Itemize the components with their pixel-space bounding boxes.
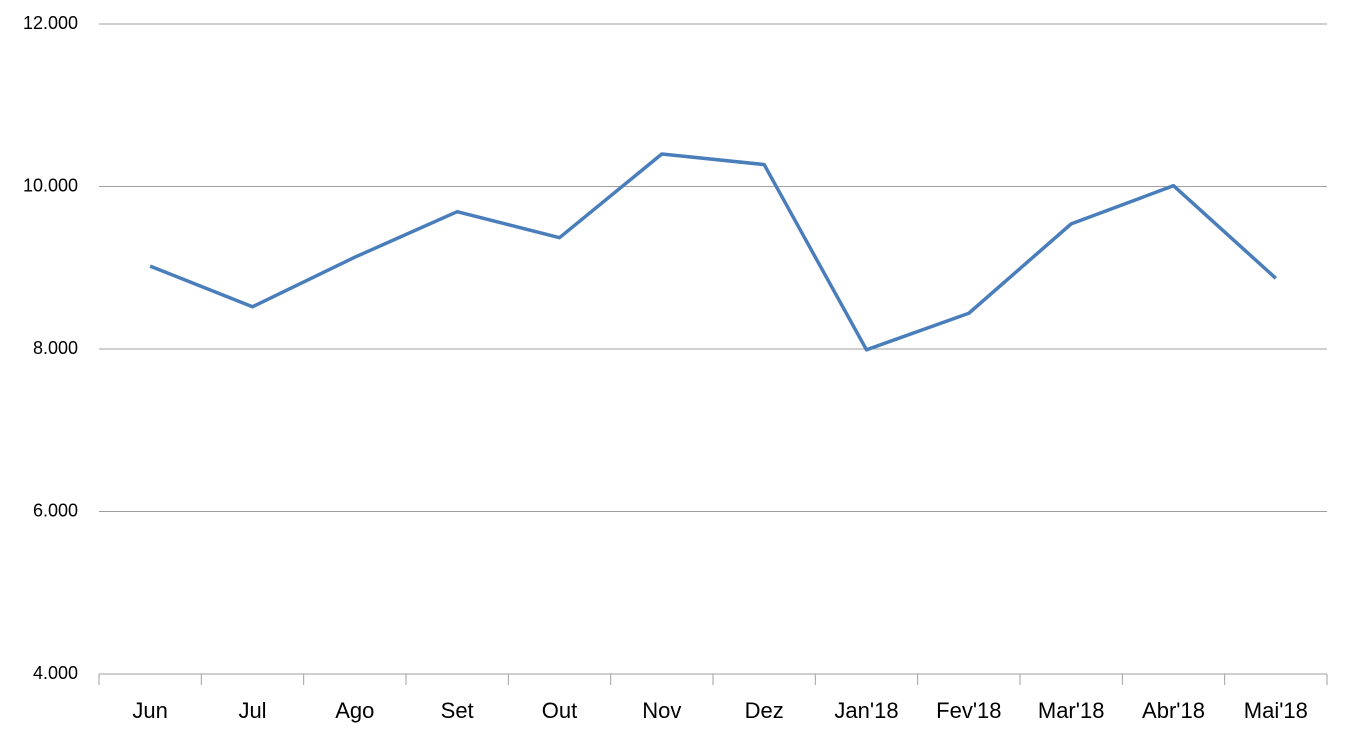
x-tick-label: Set [441,698,474,723]
x-tick-label: Jul [238,698,266,723]
data-line [149,152,1278,352]
x-tick-label: Out [542,698,577,723]
y-tick-label: 6.000 [33,500,78,520]
y-tick-label: 12.000 [23,13,78,33]
x-tick-label: Jun [132,698,167,723]
x-tick-label: Nov [642,698,681,723]
x-tick-label: Dez [745,698,784,723]
y-tick-label: 10.000 [23,175,78,195]
x-tick-label: Fev'18 [936,698,1001,723]
x-tick-label: Jan'18 [834,698,898,723]
x-tick-label: Mar'18 [1038,698,1105,723]
y-tick-label: 8.000 [33,338,78,358]
y-tick-label: 4.000 [33,663,78,683]
x-tick-label: Ago [335,698,374,723]
x-tick-label: Abr'18 [1142,698,1205,723]
x-tick-label: Mai'18 [1244,698,1308,723]
